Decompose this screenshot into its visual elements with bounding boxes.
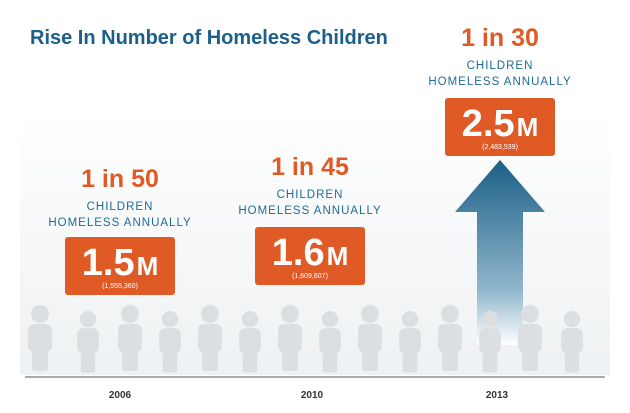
head xyxy=(361,305,379,323)
legs xyxy=(80,350,96,373)
head xyxy=(281,305,299,323)
child-figure xyxy=(198,305,222,371)
head xyxy=(121,305,139,323)
caption: HOMELESS ANNUALLY xyxy=(48,217,191,229)
caption: HOMELESS ANNUALLY xyxy=(238,205,381,217)
ratio: 1 in 30 xyxy=(461,24,539,52)
exact-count: (1,609,607) xyxy=(292,273,328,280)
body xyxy=(319,328,341,354)
legs xyxy=(162,350,178,373)
children-silhouettes xyxy=(28,305,583,373)
title: Rise In Number of Homeless Children xyxy=(30,27,388,49)
body xyxy=(239,328,261,354)
body xyxy=(399,328,421,354)
exact-count: (2,483,539) xyxy=(482,144,518,151)
big-value-line: 1.5M xyxy=(82,242,159,284)
value-box xyxy=(65,237,175,295)
legs xyxy=(242,350,258,373)
big-value: 1.5 xyxy=(82,242,135,284)
caption: CHILDREN xyxy=(87,201,154,213)
head xyxy=(563,311,581,328)
caption: HOMELESS ANNUALLY xyxy=(428,76,571,88)
legs xyxy=(322,350,338,373)
big-value: 2.5 xyxy=(462,103,515,145)
body xyxy=(479,328,501,354)
head xyxy=(161,311,179,328)
child-figure xyxy=(399,311,421,373)
big-unit: M xyxy=(327,241,349,271)
legs xyxy=(482,350,498,373)
body xyxy=(438,324,462,352)
child-figure xyxy=(561,311,583,373)
legs xyxy=(442,349,458,371)
rising-arrow xyxy=(455,160,545,345)
head xyxy=(201,305,219,323)
child-figure xyxy=(518,305,542,371)
caption: CHILDREN xyxy=(467,60,534,72)
value-box xyxy=(445,98,555,156)
child-figure xyxy=(239,311,261,373)
body xyxy=(198,324,222,352)
child-figure xyxy=(159,311,181,373)
legs xyxy=(362,349,378,371)
head xyxy=(441,305,459,323)
head xyxy=(481,311,499,328)
legs xyxy=(564,350,580,373)
ratio: 1 in 50 xyxy=(81,165,159,193)
head xyxy=(401,311,419,328)
body xyxy=(118,324,142,352)
child-figure xyxy=(438,305,462,371)
child-figure xyxy=(118,305,142,371)
year: 2006 xyxy=(109,390,132,401)
child-figure xyxy=(28,305,52,371)
value-box xyxy=(255,227,365,285)
big-value: 1.6 xyxy=(272,232,325,274)
big-value-line: 1.6M xyxy=(272,232,349,274)
body xyxy=(77,328,99,354)
body xyxy=(358,324,382,352)
body xyxy=(278,324,302,352)
exact-count: (1,555,360) xyxy=(102,283,138,290)
body xyxy=(561,328,583,354)
head xyxy=(241,311,259,328)
big-unit: M xyxy=(137,251,159,281)
head xyxy=(31,305,49,323)
head xyxy=(321,311,339,328)
legs xyxy=(282,349,298,371)
big-unit: M xyxy=(517,112,539,142)
legs xyxy=(522,349,538,371)
body xyxy=(159,328,181,354)
body xyxy=(518,324,542,352)
legs xyxy=(122,349,138,371)
caption: CHILDREN xyxy=(277,189,344,201)
child-figure xyxy=(479,311,501,373)
legs xyxy=(402,350,418,373)
ratio: 1 in 45 xyxy=(271,153,349,181)
head xyxy=(79,311,97,328)
year: 2013 xyxy=(486,390,509,401)
head xyxy=(521,305,539,323)
child-figure xyxy=(358,305,382,371)
big-value-line: 2.5M xyxy=(462,103,539,145)
year: 2010 xyxy=(301,390,324,401)
child-figure xyxy=(77,311,99,373)
child-figure xyxy=(278,305,302,371)
child-figure xyxy=(319,311,341,373)
legs xyxy=(202,349,218,371)
body xyxy=(28,324,52,352)
legs xyxy=(32,349,48,371)
